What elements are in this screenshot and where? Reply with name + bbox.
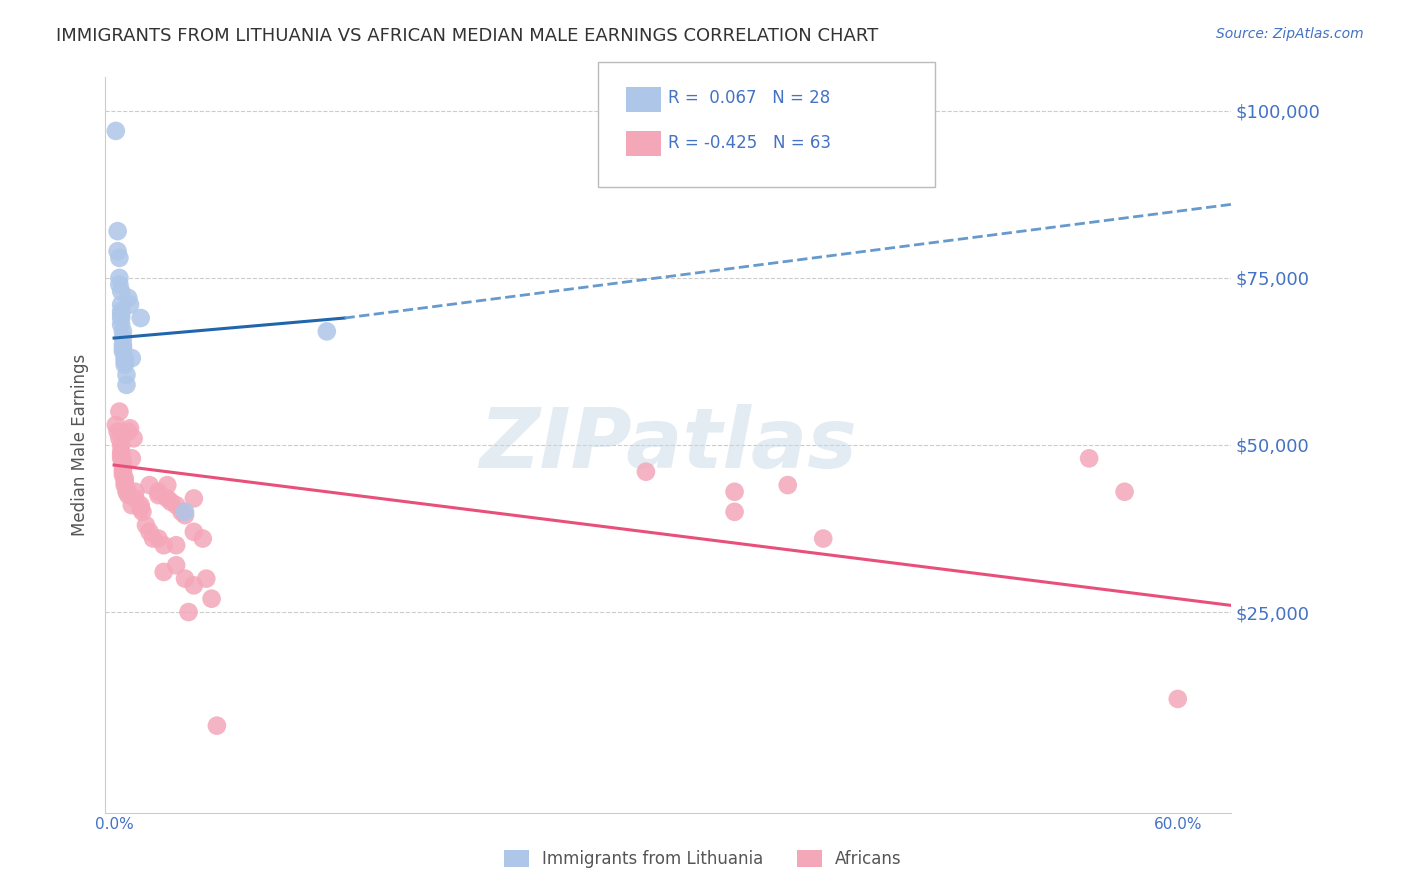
Point [111, 325, 134, 339]
Point [138, 478, 160, 492]
Point [111, 455, 134, 469]
Point [152, 538, 174, 552]
Point [111, 341, 134, 355]
Point [165, 558, 187, 573]
Point [152, 565, 174, 579]
Point [114, 354, 136, 368]
Point [129, 498, 152, 512]
Point [177, 605, 200, 619]
Point [129, 501, 152, 516]
Point [111, 468, 134, 483]
Y-axis label: Median Male Earnings: Median Male Earnings [72, 354, 89, 536]
Point [1167, 692, 1189, 706]
Point [111, 458, 134, 472]
Point [174, 505, 197, 519]
Point [110, 438, 132, 452]
Text: R = -0.425   N = 63: R = -0.425 N = 63 [668, 134, 831, 152]
Point [104, 417, 127, 432]
Point [117, 488, 139, 502]
Point [110, 308, 132, 322]
Point [121, 498, 143, 512]
Point [159, 495, 181, 509]
Point [111, 461, 134, 475]
Point [170, 505, 193, 519]
Point [174, 572, 197, 586]
Point [776, 478, 799, 492]
Point [148, 484, 170, 499]
Point [111, 331, 134, 345]
Point [108, 404, 131, 418]
Point [124, 484, 146, 499]
Point [148, 532, 170, 546]
Text: IMMIGRANTS FROM LITHUANIA VS AFRICAN MEDIAN MALE EARNINGS CORRELATION CHART: IMMIGRANTS FROM LITHUANIA VS AFRICAN MED… [56, 27, 879, 45]
Point [114, 471, 136, 485]
Point [110, 444, 132, 458]
Point [131, 505, 153, 519]
Point [129, 311, 152, 326]
Point [723, 505, 745, 519]
Point [183, 578, 205, 592]
Point [108, 251, 131, 265]
Point [200, 591, 222, 606]
Point [115, 368, 138, 382]
Point [122, 431, 145, 445]
Point [118, 421, 141, 435]
Point [111, 337, 134, 351]
Point [121, 451, 143, 466]
Point [191, 532, 214, 546]
Point [811, 532, 834, 546]
Text: R =  0.067   N = 28: R = 0.067 N = 28 [668, 89, 830, 107]
Point [107, 224, 129, 238]
Point [148, 488, 170, 502]
Point [138, 524, 160, 539]
Point [124, 491, 146, 506]
Point [111, 465, 134, 479]
Point [115, 484, 138, 499]
Point [110, 304, 132, 318]
Point [114, 478, 136, 492]
Point [104, 124, 127, 138]
Point [135, 518, 157, 533]
Point [1114, 484, 1136, 499]
Point [114, 351, 136, 365]
Point [114, 475, 136, 489]
Point [195, 572, 218, 586]
Point [121, 351, 143, 365]
Point [110, 285, 132, 299]
Text: ZIPatlas: ZIPatlas [479, 404, 858, 485]
Point [142, 532, 165, 546]
Point [205, 719, 228, 733]
Point [723, 484, 745, 499]
Text: Source: ZipAtlas.com: Source: ZipAtlas.com [1216, 27, 1364, 41]
Point [115, 377, 138, 392]
Point [156, 491, 179, 506]
Point [156, 478, 179, 492]
Point [183, 524, 205, 539]
Point [118, 298, 141, 312]
Point [115, 482, 138, 496]
Point [114, 358, 136, 372]
Point [117, 425, 139, 439]
Point [165, 498, 187, 512]
Point [108, 271, 131, 285]
Point [117, 291, 139, 305]
Point [165, 538, 187, 552]
Point [110, 318, 132, 332]
Legend: Immigrants from Lithuania, Africans: Immigrants from Lithuania, Africans [498, 843, 908, 875]
Point [110, 298, 132, 312]
Point [315, 325, 337, 339]
Point [110, 448, 132, 462]
Point [634, 465, 657, 479]
Point [174, 508, 197, 523]
Point [1078, 451, 1101, 466]
Point [108, 277, 131, 292]
Point [183, 491, 205, 506]
Point [111, 344, 134, 359]
Point [110, 451, 132, 466]
Point [108, 431, 131, 445]
Point [110, 311, 132, 326]
Point [107, 425, 129, 439]
Point [107, 244, 129, 259]
